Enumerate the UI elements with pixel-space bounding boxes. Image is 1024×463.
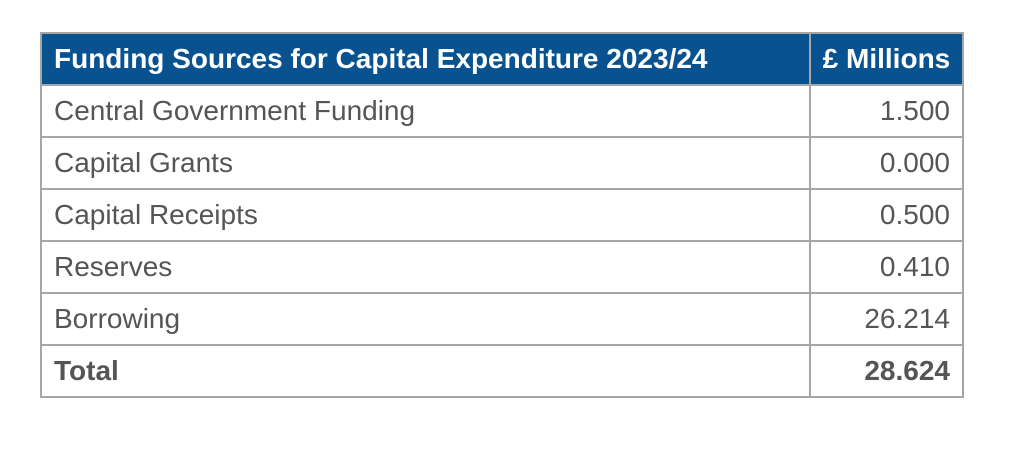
row-label: Capital Receipts — [40, 188, 811, 242]
table-row: Central Government Funding 1.500 — [40, 84, 965, 138]
row-value: 0.500 — [808, 188, 965, 242]
row-label: Capital Grants — [40, 136, 811, 190]
row-value: 1.500 — [808, 84, 965, 138]
row-value: 26.214 — [808, 292, 965, 346]
row-label: Reserves — [40, 240, 811, 294]
total-value: 28.624 — [808, 344, 965, 398]
table-header: Funding Sources for Capital Expenditure … — [40, 32, 965, 86]
total-row: Total 28.624 — [40, 344, 965, 398]
row-value: 0.410 — [808, 240, 965, 294]
row-label: Central Government Funding — [40, 84, 811, 138]
table-row: Borrowing 26.214 — [40, 292, 965, 346]
table-row: Reserves 0.410 — [40, 240, 965, 294]
table-row: Capital Receipts 0.500 — [40, 188, 965, 242]
funding-sources-table: Funding Sources for Capital Expenditure … — [40, 32, 965, 398]
table-row: Capital Grants 0.000 — [40, 136, 965, 190]
total-label: Total — [40, 344, 811, 398]
table-body: Central Government Funding 1.500 Capital… — [40, 84, 965, 398]
header-funding-sources: Funding Sources for Capital Expenditure … — [40, 32, 811, 86]
row-label: Borrowing — [40, 292, 811, 346]
header-millions: £ Millions — [808, 32, 965, 86]
header-row: Funding Sources for Capital Expenditure … — [40, 32, 965, 86]
row-value: 0.000 — [808, 136, 965, 190]
